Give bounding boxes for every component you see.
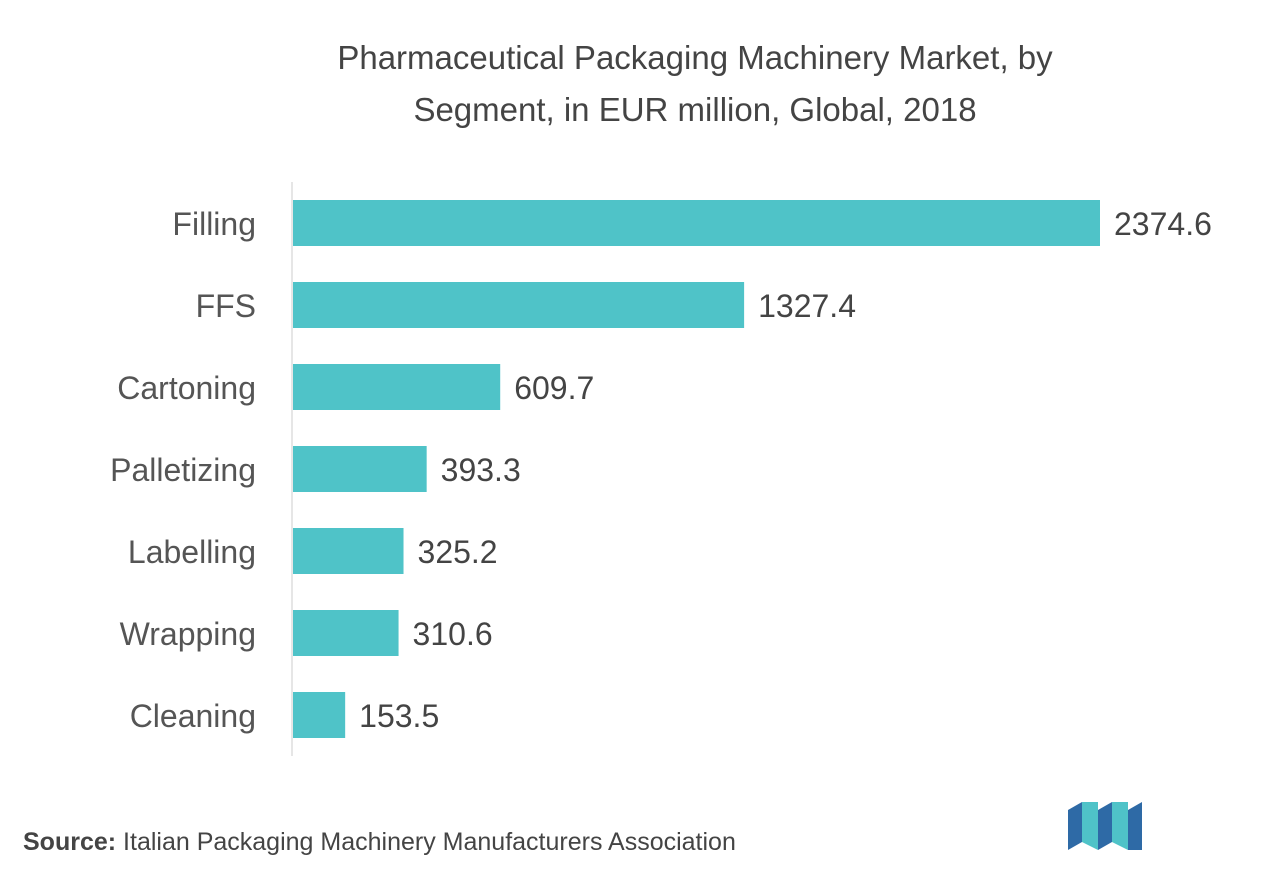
brand-logo-icon <box>1068 802 1142 850</box>
source-label: Source: <box>23 828 117 856</box>
bar <box>293 282 745 328</box>
bar <box>293 364 501 410</box>
chart-title-line-1: Pharmaceutical Packaging Machinery Marke… <box>337 39 1053 76</box>
category-label: Cleaning <box>130 698 256 734</box>
source-note: Source: Italian Packaging Machinery Manu… <box>23 828 736 857</box>
bar <box>293 200 1100 246</box>
bar <box>293 692 346 738</box>
bar <box>293 528 404 574</box>
category-label: FFS <box>196 288 256 324</box>
source-text: Italian Packaging Machinery Manufacturer… <box>123 828 736 856</box>
category-label: Filling <box>172 206 256 242</box>
category-label: Cartoning <box>117 370 256 406</box>
chart-title: Pharmaceutical Packaging Machinery Marke… <box>150 32 1240 136</box>
category-label: Labelling <box>128 534 256 570</box>
bar <box>293 446 427 492</box>
value-label: 325.2 <box>418 534 498 570</box>
value-label: 2374.6 <box>1114 206 1212 242</box>
category-label: Wrapping <box>120 616 256 652</box>
bar <box>293 610 399 656</box>
value-label: 153.5 <box>359 698 439 734</box>
value-label: 1327.4 <box>758 288 856 324</box>
value-label: 393.3 <box>441 452 521 488</box>
chart-title-line-2: Segment, in EUR million, Global, 2018 <box>413 91 977 128</box>
category-label: Palletizing <box>110 452 256 488</box>
value-label: 609.7 <box>514 370 594 406</box>
value-label: 310.6 <box>413 616 493 652</box>
